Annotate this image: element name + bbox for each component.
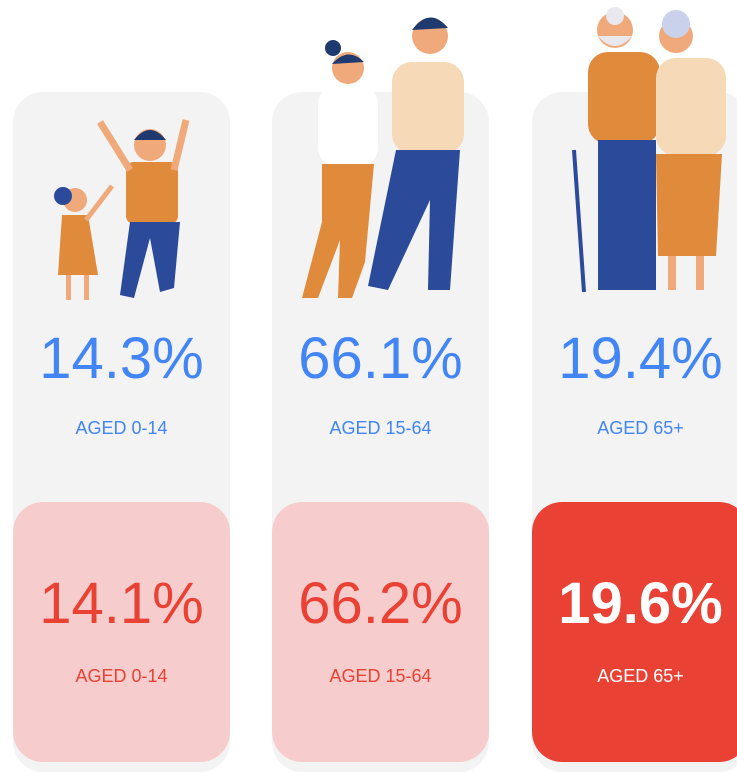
senior-woman: [656, 10, 726, 290]
child-girl: [54, 184, 114, 300]
page: 14.3% 66.1% 19.4% AGED 0-14 AGED 15-64 A…: [13, 7, 737, 772]
percentage: 66.1%: [298, 326, 463, 391]
age-label: AGED 65+: [597, 418, 684, 438]
adult-woman: [302, 40, 378, 298]
percentage: 19.6%: [558, 571, 723, 636]
adult-man: [368, 17, 464, 290]
illustrations: [54, 7, 726, 300]
age-label: AGED 65+: [597, 666, 684, 686]
age-label: AGED 15-64: [329, 666, 432, 686]
age-label: AGED 0-14: [75, 418, 168, 438]
senior-man: [572, 7, 660, 293]
percentage: 19.4%: [558, 326, 723, 391]
percentage: 14.1%: [39, 571, 204, 636]
age-label: AGED 0-14: [75, 666, 168, 686]
age-label: AGED 15-64: [329, 418, 432, 438]
child-boy: [97, 119, 190, 298]
percentage: 66.2%: [298, 571, 463, 636]
percentage: 14.3%: [39, 326, 204, 391]
